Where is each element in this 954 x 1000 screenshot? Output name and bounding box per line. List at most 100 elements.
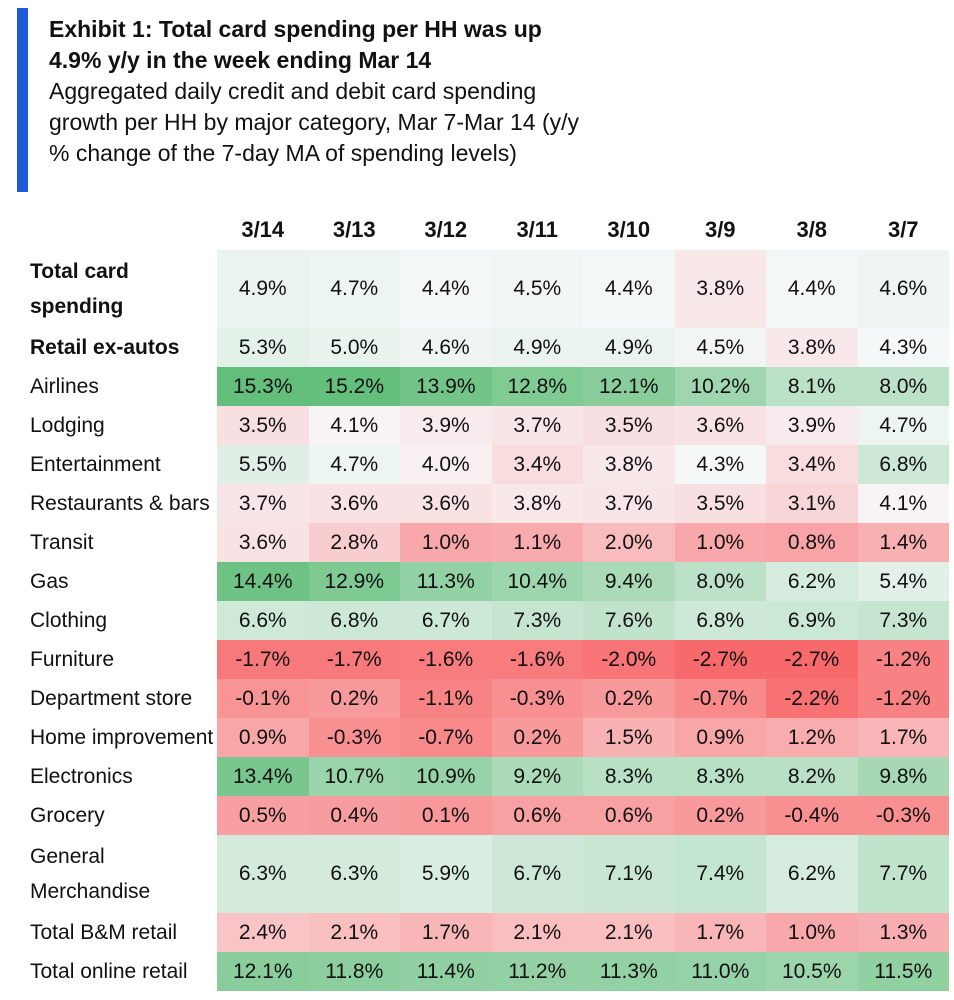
heat-cell: 5.4% (857, 562, 949, 601)
heat-cell: 7.3% (491, 601, 583, 640)
heat-cell: 1.4% (857, 523, 949, 562)
heat-cell: 3.8% (583, 445, 675, 484)
row-label-line: Grocery (30, 804, 105, 827)
heat-cell: 11.3% (400, 562, 492, 601)
heat-cell: 11.0% (674, 952, 766, 991)
exhibit-subtitle-line-2: growth per HH by major category, Mar 7-M… (49, 109, 580, 135)
heat-cell: 6.2% (766, 835, 858, 913)
row-label: Entertainment (30, 445, 217, 484)
exhibit-title-line-1: Exhibit 1: Total card spending per HH wa… (49, 16, 542, 42)
row-label: Home improvement (30, 718, 217, 757)
table-row: Total card spending 4.9% 4.7% 4.4% 4.5% 4.4% 3.… (30, 250, 949, 328)
heat-cell: 4.1% (857, 484, 949, 523)
column-header: 3/7 (887, 217, 919, 242)
heat-cell: 3.8% (766, 328, 858, 367)
row-label: Electronics (30, 757, 217, 796)
header-row: 3/14 3/13 3/12 3/11 3/10 3/9 3/8 3/7 (30, 210, 949, 250)
heat-cell: 13.9% (400, 367, 492, 406)
heat-cell: 15.2% (308, 367, 400, 406)
heat-cell: 2.1% (308, 913, 400, 952)
heat-cell: 11.5% (857, 952, 949, 991)
heat-cell: 7.1% (583, 835, 675, 913)
row-label-line: Airlines (30, 375, 99, 398)
heat-cell: 3.9% (766, 406, 858, 445)
heat-cell: 12.1% (583, 367, 675, 406)
heat-cell: 0.4% (308, 796, 400, 835)
heat-cell: 11.8% (308, 952, 400, 991)
heat-cell: 10.4% (491, 562, 583, 601)
heat-cell: 3.4% (766, 445, 858, 484)
heat-cell: 6.7% (491, 835, 583, 913)
table-row: Furniture -1.7% -1.7% -1.6% -1.6% -2.0% -2.7% -… (30, 640, 949, 679)
row-label-line: Merchandise (30, 880, 151, 903)
heat-cell: 7.3% (857, 601, 949, 640)
heatmap-body: Total card spending 4.9% 4.7% 4.4% 4.5% 4.4% 3.… (30, 250, 949, 991)
heat-cell: 14.4% (217, 562, 309, 601)
heat-cell: 2.0% (583, 523, 675, 562)
heat-cell: 12.8% (491, 367, 583, 406)
heat-cell: -2.2% (766, 679, 858, 718)
heat-cell: -0.3% (857, 796, 949, 835)
heat-cell: -0.4% (766, 796, 858, 835)
row-label-line: Retail ex-autos (30, 336, 180, 359)
table-row: Transit 3.6% 2.8% 1.0% 1.1% 2.0% 1.0% 0.8% 1.4% (30, 523, 949, 562)
heat-cell: 11.4% (400, 952, 492, 991)
heat-cell: 4.4% (766, 250, 858, 328)
heat-cell: 6.8% (308, 601, 400, 640)
heat-cell: 6.9% (766, 601, 858, 640)
row-label: Gas (30, 562, 217, 601)
row-label-line: Gas (30, 570, 69, 593)
heat-cell: 0.6% (583, 796, 675, 835)
heat-cell: 0.8% (766, 523, 858, 562)
table-row: Restaurants & bars 3.7% 3.6% 3.6% 3.8% 3.7% 3.… (30, 484, 949, 523)
heat-cell: 3.5% (674, 484, 766, 523)
heat-cell: 6.6% (217, 601, 309, 640)
heatmap-table: 3/14 3/13 3/12 3/11 3/10 3/9 3/8 3/7 Total card… (30, 210, 949, 991)
row-label-line: Electronics (30, 765, 133, 788)
heat-cell: 8.0% (857, 367, 949, 406)
row-label-line: Clothing (30, 609, 108, 632)
row-label-line: Lodging (30, 414, 105, 437)
table-row: Retail ex-autos 5.3% 5.0% 4.6% 4.9% 4.9% 4.5% 3… (30, 328, 949, 367)
heat-cell: -2.7% (766, 640, 858, 679)
heat-cell: 10.9% (400, 757, 492, 796)
heat-cell: -1.7% (308, 640, 400, 679)
heat-cell: 0.6% (491, 796, 583, 835)
heat-cell: 6.8% (674, 601, 766, 640)
heat-cell: 4.5% (674, 328, 766, 367)
row-label-line: Transit (30, 531, 94, 554)
heat-cell: 0.9% (674, 718, 766, 757)
heat-cell: 3.6% (308, 484, 400, 523)
heat-cell: 1.0% (400, 523, 492, 562)
exhibit-title-line-2: 4.9% y/y in the week ending Mar 14 (49, 47, 432, 73)
heat-cell: 1.7% (674, 913, 766, 952)
column-header: 3/13 (332, 217, 376, 242)
heat-cell: 1.1% (491, 523, 583, 562)
heat-cell: -1.1% (400, 679, 492, 718)
table-row: Total B&M retail 2.4% 2.1% 1.7% 2.1% 2.1% 1.7%… (30, 913, 949, 952)
heat-cell: 0.2% (491, 718, 583, 757)
heat-cell: -0.1% (217, 679, 309, 718)
heat-cell: 7.7% (857, 835, 949, 913)
heat-cell: 1.0% (766, 913, 858, 952)
column-header: 3/9 (704, 217, 736, 242)
corner-cell (30, 210, 217, 250)
table-row: Home improvement 0.9% -0.3% -0.7% 0.2% 1.5% 0.… (30, 718, 949, 757)
heat-cell: 4.7% (308, 445, 400, 484)
row-label-line: Restaurants & bars (30, 492, 210, 515)
row-label: Clothing (30, 601, 217, 640)
row-label: Furniture (30, 640, 217, 679)
heat-cell: 4.4% (583, 250, 675, 328)
heat-cell: 3.6% (674, 406, 766, 445)
heat-cell: 11.2% (491, 952, 583, 991)
heat-cell: 6.3% (217, 835, 309, 913)
row-label: Restaurants & bars (30, 484, 217, 523)
heat-cell: 0.2% (674, 796, 766, 835)
row-label: Total B&M retail (30, 913, 217, 952)
heat-cell: 9.2% (491, 757, 583, 796)
heat-cell: 9.8% (857, 757, 949, 796)
heat-cell: 3.7% (217, 484, 309, 523)
heat-cell: 1.7% (400, 913, 492, 952)
heat-cell: 8.2% (766, 757, 858, 796)
heat-cell: 4.1% (308, 406, 400, 445)
